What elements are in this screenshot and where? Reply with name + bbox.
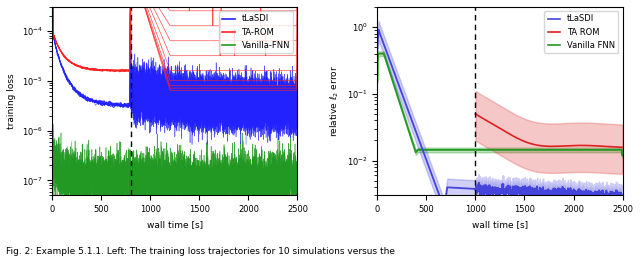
X-axis label: wall time [s]: wall time [s]: [147, 220, 203, 229]
Y-axis label: training loss: training loss: [7, 73, 16, 129]
X-axis label: wall time [s]: wall time [s]: [472, 220, 528, 229]
Text: Fig. 2: Example 5.1.1. Left: The training loss trajectories for 10 simulations v: Fig. 2: Example 5.1.1. Left: The trainin…: [6, 247, 396, 256]
Y-axis label: relative $\ell_2$ error: relative $\ell_2$ error: [329, 65, 341, 137]
Legend: tLaSDI, TA-ROM, Vanilla-FNN: tLaSDI, TA-ROM, Vanilla-FNN: [219, 11, 293, 53]
Legend: tLaSDI, TA ROM, Vanilla FNN: tLaSDI, TA ROM, Vanilla FNN: [545, 11, 618, 53]
